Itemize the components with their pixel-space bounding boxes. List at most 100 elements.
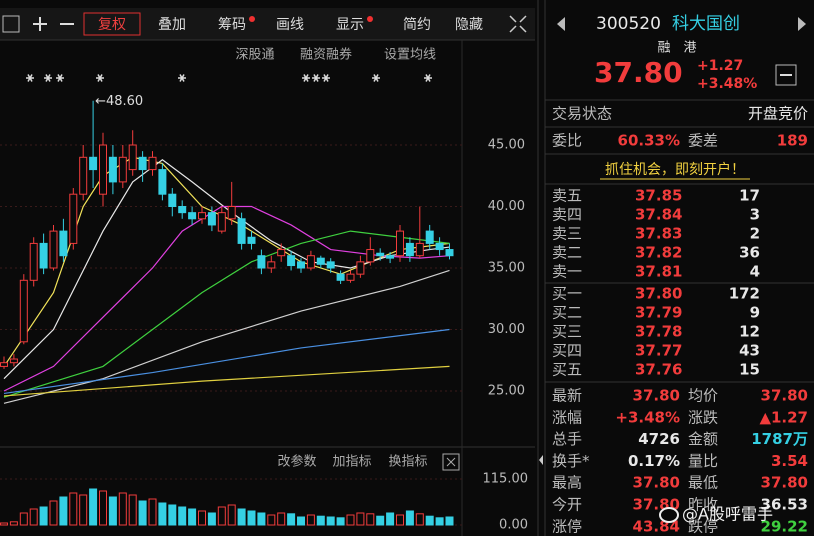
volume-bar bbox=[158, 502, 167, 526]
book-volume: 4 bbox=[750, 263, 760, 281]
stat-value: 3.54 bbox=[771, 452, 808, 470]
toolbar-link[interactable]: 深股通 bbox=[235, 48, 274, 63]
candle-body bbox=[376, 252, 385, 257]
candle-body bbox=[237, 218, 246, 244]
volume-bar bbox=[108, 496, 117, 526]
zoom-in-icon[interactable] bbox=[33, 17, 47, 31]
volume-bar bbox=[0, 522, 8, 526]
price-tick-label: 30.00 bbox=[488, 322, 525, 337]
watermark: @A股呼雷手 bbox=[682, 505, 773, 524]
volume-bar bbox=[138, 500, 147, 526]
book-volume: 172 bbox=[729, 285, 760, 303]
book-price: 37.82 bbox=[635, 244, 682, 262]
volume-bar bbox=[257, 512, 266, 526]
moving-average bbox=[3, 365, 450, 397]
candle-body bbox=[297, 261, 305, 269]
price-tick-label: 35.00 bbox=[488, 261, 525, 276]
open-account-banner[interactable]: 抓住机会，即刻开户！ bbox=[605, 161, 745, 178]
candle-body bbox=[247, 236, 256, 244]
minus-box[interactable] bbox=[775, 64, 797, 86]
volume-link[interactable]: 换指标 bbox=[388, 455, 427, 470]
volume-bar bbox=[99, 490, 107, 526]
book-price: 37.83 bbox=[635, 225, 682, 243]
refresh-icon[interactable] bbox=[2, 15, 20, 33]
volume-link[interactable]: 加指标 bbox=[332, 455, 371, 470]
toolbar-button[interactable]: 叠加 bbox=[158, 17, 186, 33]
prev-stock[interactable] bbox=[557, 17, 565, 31]
close-indicator[interactable] bbox=[442, 453, 460, 471]
toolbar-link[interactable]: 融资融券 bbox=[300, 47, 352, 63]
candle-body bbox=[396, 230, 404, 257]
volume-link[interactable]: 改参数 bbox=[277, 454, 316, 470]
candle-body bbox=[326, 261, 335, 269]
volume-bar bbox=[29, 508, 38, 526]
toolbar-button[interactable]: 复权 bbox=[98, 16, 126, 33]
stat-value: 4726 bbox=[638, 430, 680, 448]
toolbar-button[interactable]: 筹码 bbox=[218, 16, 246, 33]
notice-dot bbox=[367, 16, 373, 22]
event-marker bbox=[26, 74, 34, 82]
volume-bar bbox=[247, 510, 256, 526]
stat-value: 0.17% bbox=[628, 452, 680, 470]
candle-body bbox=[188, 212, 197, 220]
book-volume: 17 bbox=[739, 187, 760, 205]
expand-icon[interactable] bbox=[509, 15, 527, 33]
book-label: 买一 bbox=[552, 285, 582, 303]
stat-value: 1787万 bbox=[751, 430, 808, 448]
stat-label: 金额 bbox=[688, 430, 718, 448]
status-value: 开盘竞价 bbox=[748, 105, 808, 123]
volume-bar bbox=[227, 504, 236, 526]
volume-bar bbox=[9, 521, 18, 526]
book-label: 卖二 bbox=[552, 244, 582, 262]
candle-body bbox=[386, 255, 395, 259]
stat-value: +3.48% bbox=[615, 408, 680, 426]
volume-bar bbox=[346, 514, 355, 526]
stat-label: 换手* bbox=[552, 452, 590, 470]
diff-label: 委差 bbox=[688, 132, 718, 150]
price-tick-label: 45.00 bbox=[488, 138, 525, 153]
stat-label: 最低 bbox=[688, 474, 718, 492]
ratio-label: 委比 bbox=[552, 132, 582, 150]
event-marker bbox=[56, 74, 64, 82]
toolbar-link[interactable]: 设置均线 bbox=[384, 48, 436, 63]
stat-label: 涨幅 bbox=[552, 408, 582, 426]
candle-body bbox=[277, 249, 286, 257]
close-indicator-x[interactable] bbox=[446, 457, 456, 467]
volume-tick-label: 0.00 bbox=[499, 518, 528, 533]
stat-value: ▲1.27 bbox=[759, 408, 808, 426]
toolbar-button[interactable]: 显示 bbox=[336, 17, 364, 33]
stat-value: 37.80 bbox=[633, 387, 680, 405]
price-change: +1.27 bbox=[697, 58, 743, 74]
volume-bar bbox=[405, 510, 414, 526]
stat-label: 均价 bbox=[688, 387, 718, 405]
volume-bar bbox=[316, 515, 325, 526]
candle-body bbox=[128, 144, 137, 171]
stat-label: 最高 bbox=[552, 474, 582, 492]
volume-bar bbox=[128, 494, 137, 526]
candle-body bbox=[207, 212, 216, 226]
volume-bar bbox=[425, 515, 434, 526]
volume-bar bbox=[356, 512, 365, 526]
candle-body bbox=[39, 242, 48, 269]
candle-body bbox=[138, 156, 147, 171]
fuquan-box[interactable] bbox=[83, 12, 141, 36]
stat-value: 29.22 bbox=[761, 517, 808, 535]
book-label: 买二 bbox=[552, 304, 582, 322]
collapse-arrow[interactable] bbox=[539, 455, 543, 465]
book-volume: 36 bbox=[739, 244, 760, 262]
moving-average bbox=[3, 230, 450, 398]
volume-tick-label: 115.00 bbox=[483, 472, 529, 487]
next-stock[interactable] bbox=[798, 17, 806, 31]
stock-code: 300520 bbox=[596, 14, 661, 34]
volume-bar bbox=[396, 514, 404, 526]
price-change-pct: +3.48% bbox=[697, 76, 757, 92]
toolbar-button[interactable]: 简约 bbox=[403, 16, 431, 33]
toolbar-button[interactable]: 隐藏 bbox=[455, 17, 483, 33]
volume-bar bbox=[336, 517, 345, 526]
candle-body bbox=[445, 249, 454, 257]
volume-bar bbox=[19, 512, 28, 526]
book-volume: 3 bbox=[750, 206, 760, 224]
toolbar-button[interactable]: 画线 bbox=[276, 17, 304, 33]
